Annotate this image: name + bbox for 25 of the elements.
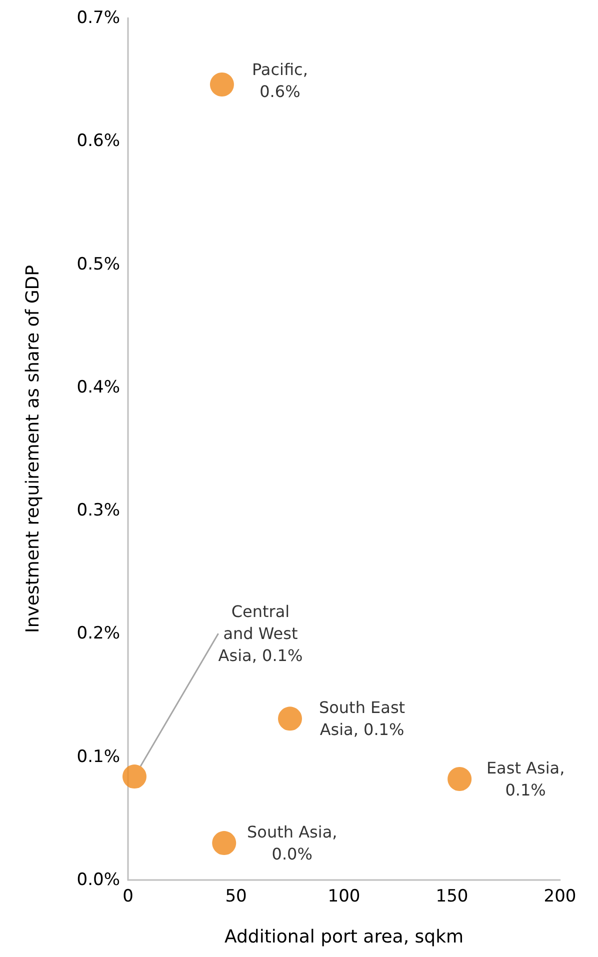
- y-tick-label: 0.3%: [76, 500, 120, 521]
- y-tick-label: 0.4%: [76, 377, 120, 398]
- y-tick-label: 0.6%: [76, 131, 120, 152]
- x-tick-label: 150: [436, 886, 468, 906]
- data-label: Pacific, 0.6%: [252, 60, 308, 101]
- y-tick-label: 0.2%: [76, 624, 120, 644]
- data-label: South Asia, 0.0%: [247, 822, 338, 864]
- x-tick-label: 100: [328, 886, 360, 906]
- data-label: East Asia, 0.1%: [486, 758, 565, 800]
- y-tick-label: 0.1%: [76, 746, 120, 767]
- x-tick-label: 200: [544, 886, 576, 906]
- y-tick-label: 0.5%: [76, 254, 120, 274]
- x-tick-label: 0: [122, 886, 134, 906]
- point: [212, 831, 236, 856]
- point: [278, 706, 302, 731]
- data-label: South East Asia, 0.1%: [318, 698, 406, 740]
- x-tick-label: 50: [225, 886, 247, 906]
- x-axis-title: Additional port area, sqkm: [224, 926, 464, 948]
- y-axis-title: Investment requirement as share of GDP: [22, 264, 44, 633]
- y-tick-label: 0.0%: [76, 870, 120, 890]
- point: [448, 767, 472, 792]
- point: [210, 72, 234, 96]
- point: [122, 764, 146, 789]
- y-tick-label: 0.7%: [76, 8, 120, 28]
- data-label: Central and West Asia, 0.1%: [218, 602, 303, 666]
